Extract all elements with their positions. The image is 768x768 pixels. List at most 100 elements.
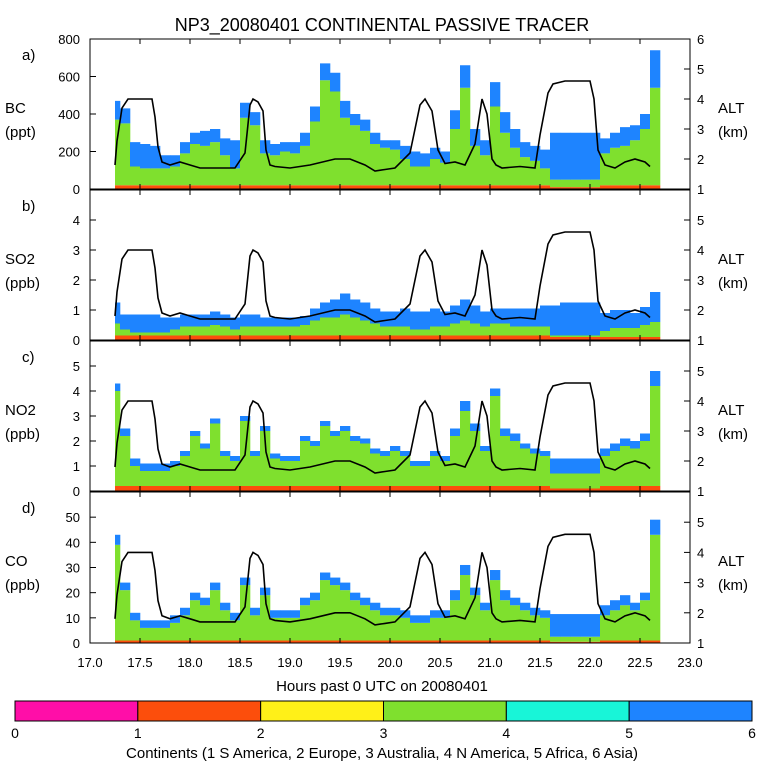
bar-no2-asia: [200, 443, 211, 449]
x-axis: 17.0 17.5 18.0 18.5 19.0 19.5 20.0 20.5 21.0 21.5…: [77, 655, 702, 670]
y-tick-label: 40: [66, 535, 80, 550]
bar-so2-asia: [140, 314, 151, 333]
bar-so2-asia: [590, 302, 601, 336]
bar-co-europe: [310, 640, 321, 643]
bar-co-asia: [340, 582, 351, 591]
bar-co-n-america: [630, 610, 641, 641]
bar-no2-asia: [290, 456, 301, 461]
bar-bc-n-america: [190, 144, 201, 186]
bar-bc-asia: [210, 129, 221, 143]
bar-co-asia: [630, 602, 641, 611]
bar-bc-europe: [560, 187, 571, 190]
bar-no2-n-america: [550, 473, 561, 489]
bar-co-asia: [450, 590, 461, 601]
bar-bc-europe: [250, 185, 261, 189]
bar-co-asia: [130, 612, 141, 621]
bar-bc-asia: [650, 50, 661, 88]
x-tick-label: 21.5: [527, 655, 552, 670]
bar-so2-n-america: [420, 329, 431, 336]
bar-no2-asia: [150, 463, 161, 471]
bar-so2-n-america: [650, 322, 661, 337]
bar-no2-n-america: [130, 466, 141, 486]
bar-bc-asia: [610, 132, 621, 148]
bar-no2-n-america: [460, 411, 471, 486]
alt-tick-label: 5: [697, 515, 704, 530]
alt-tick-label: 3: [697, 424, 704, 439]
bar-no2-europe: [440, 486, 451, 491]
altitude-line: [114, 533, 651, 626]
bar-co-asia: [180, 607, 191, 616]
bar-so2-n-america: [430, 326, 441, 336]
bar-no2-asia: [230, 456, 241, 461]
bar-no2-europe: [520, 486, 531, 491]
bar-no2-asia: [560, 458, 571, 474]
bar-bc-europe: [400, 185, 411, 189]
bar-so2-n-america: [310, 320, 321, 336]
bar-so2-asia: [170, 317, 181, 330]
bar-co-europe: [580, 641, 591, 643]
bar-no2-n-america: [370, 453, 381, 486]
bar-bc-asia: [620, 127, 631, 146]
bar-so2-n-america: [320, 317, 331, 336]
bar-co-n-america: [520, 610, 531, 641]
bar-no2-n-america: [150, 471, 161, 486]
bar-no2-asia: [280, 456, 291, 461]
bar-no2-n-america: [420, 466, 431, 486]
bar-co-n-america: [220, 610, 231, 641]
panel-label: c): [22, 349, 35, 366]
bar-no2-europe: [290, 486, 301, 491]
bar-so2-n-america: [490, 323, 501, 336]
bar-bc-n-america: [460, 87, 471, 186]
bar-so2-asia: [330, 299, 341, 318]
bar-no2-asia: [320, 421, 331, 426]
bar-no2-n-america: [290, 461, 301, 486]
bar-so2-europe: [140, 335, 151, 340]
bar-bc-n-america: [370, 144, 381, 186]
bar-no2-europe: [650, 486, 661, 491]
bar-bc-asia: [310, 106, 321, 122]
bar-co-n-america: [160, 627, 171, 641]
bar-co-asia: [230, 612, 241, 621]
bar-co-asia: [220, 602, 231, 611]
bar-bc-europe: [500, 185, 511, 189]
bar-co-asia: [320, 572, 331, 581]
bar-so2-asia: [320, 302, 331, 318]
bar-so2-n-america: [440, 326, 451, 336]
bar-so2-asia: [550, 305, 561, 336]
bar-bc-asia: [520, 142, 531, 158]
bar-no2-asia: [260, 426, 271, 431]
bar-bc-n-america: [180, 153, 191, 186]
bar-co-europe: [370, 640, 381, 643]
bar-no2-asia: [220, 451, 231, 456]
altitude-line: [114, 80, 651, 172]
bar-no2-asia: [530, 448, 541, 454]
bar-co-n-america: [610, 610, 621, 641]
bar-so2-europe: [600, 337, 611, 340]
bar-co-n-america: [530, 615, 541, 641]
bar-co-asia: [240, 577, 251, 586]
bar-co-n-america: [280, 617, 291, 641]
bar-no2-n-america: [390, 451, 401, 486]
bar-so2-asia: [640, 307, 651, 325]
bar-bc-n-america: [480, 155, 491, 186]
bar-co-n-america: [570, 636, 581, 642]
bar-no2-europe: [150, 486, 161, 491]
bar-co-n-america: [400, 617, 411, 641]
alt-unit-label: (km): [718, 577, 748, 594]
bar-so2-n-america: [150, 332, 161, 336]
bar-so2-n-america: [210, 325, 221, 336]
bar-bc-n-america: [610, 147, 621, 186]
bar-no2-asia: [580, 458, 591, 474]
bar-so2-asia: [190, 314, 201, 327]
bar-so2-n-america: [390, 326, 401, 336]
bar-bc-europe: [530, 185, 541, 189]
bar-co-n-america: [310, 600, 321, 641]
bar-so2-asia: [580, 302, 591, 336]
bar-bc-asia: [320, 63, 331, 81]
bar-bc-n-america: [550, 179, 561, 188]
bar-so2-n-america: [350, 317, 361, 336]
y-tick-label: 600: [58, 70, 80, 85]
bar-bc-asia: [510, 129, 521, 148]
bar-bc-europe: [550, 187, 561, 190]
bar-co-asia: [360, 597, 371, 606]
